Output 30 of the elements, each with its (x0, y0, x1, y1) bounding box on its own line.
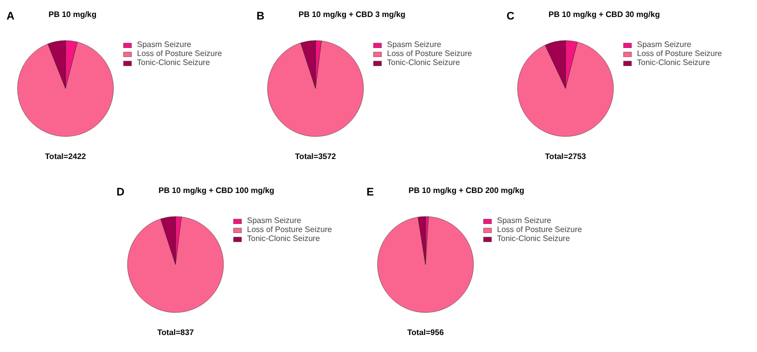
chart-title: PB 10 mg/kg + CBD 200 mg/kg (408, 186, 524, 195)
text: Total=837 (157, 328, 194, 337)
legend-label: Tonic-Clonic Seizure (497, 234, 570, 243)
legend-label: Spasm Seizure (137, 40, 192, 49)
text: Total=956 (407, 328, 444, 337)
legend-label: Tonic-Clonic Seizure (247, 234, 320, 243)
text: Total=2422 (45, 152, 87, 161)
chart-title: PB 10 mg/kg + CBD 30 mg/kg (548, 10, 660, 19)
text: E (366, 186, 374, 198)
chart-title: PB 10 mg/kg + CBD 100 mg/kg (158, 186, 274, 195)
text: B (256, 10, 264, 22)
legend-label: Tonic-Clonic Seizure (387, 58, 460, 67)
chart-title: PB 10 mg/kg (48, 10, 97, 19)
legend-label: Tonic-Clonic Seizure (137, 58, 210, 67)
legend-label: Spasm Seizure (247, 216, 302, 225)
text: A (6, 10, 14, 22)
text: D (116, 186, 124, 198)
legend-label: Spasm Seizure (637, 40, 692, 49)
legend-label: Spasm Seizure (387, 40, 442, 49)
legend-label: Spasm Seizure (497, 216, 552, 225)
legend-label: Loss of Posture Seizure (387, 49, 472, 58)
text: C (506, 10, 514, 22)
chart-title: PB 10 mg/kg + CBD 3 mg/kg (298, 10, 406, 19)
legend-label: Tonic-Clonic Seizure (637, 58, 710, 67)
legend-label: Loss of Posture Seizure (247, 225, 332, 234)
legend-label: Loss of Posture Seizure (137, 49, 222, 58)
legend-label: Loss of Posture Seizure (497, 225, 582, 234)
text: Total=3572 (295, 152, 337, 161)
text: Total=2753 (545, 152, 587, 161)
legend-label: Loss of Posture Seizure (637, 49, 722, 58)
